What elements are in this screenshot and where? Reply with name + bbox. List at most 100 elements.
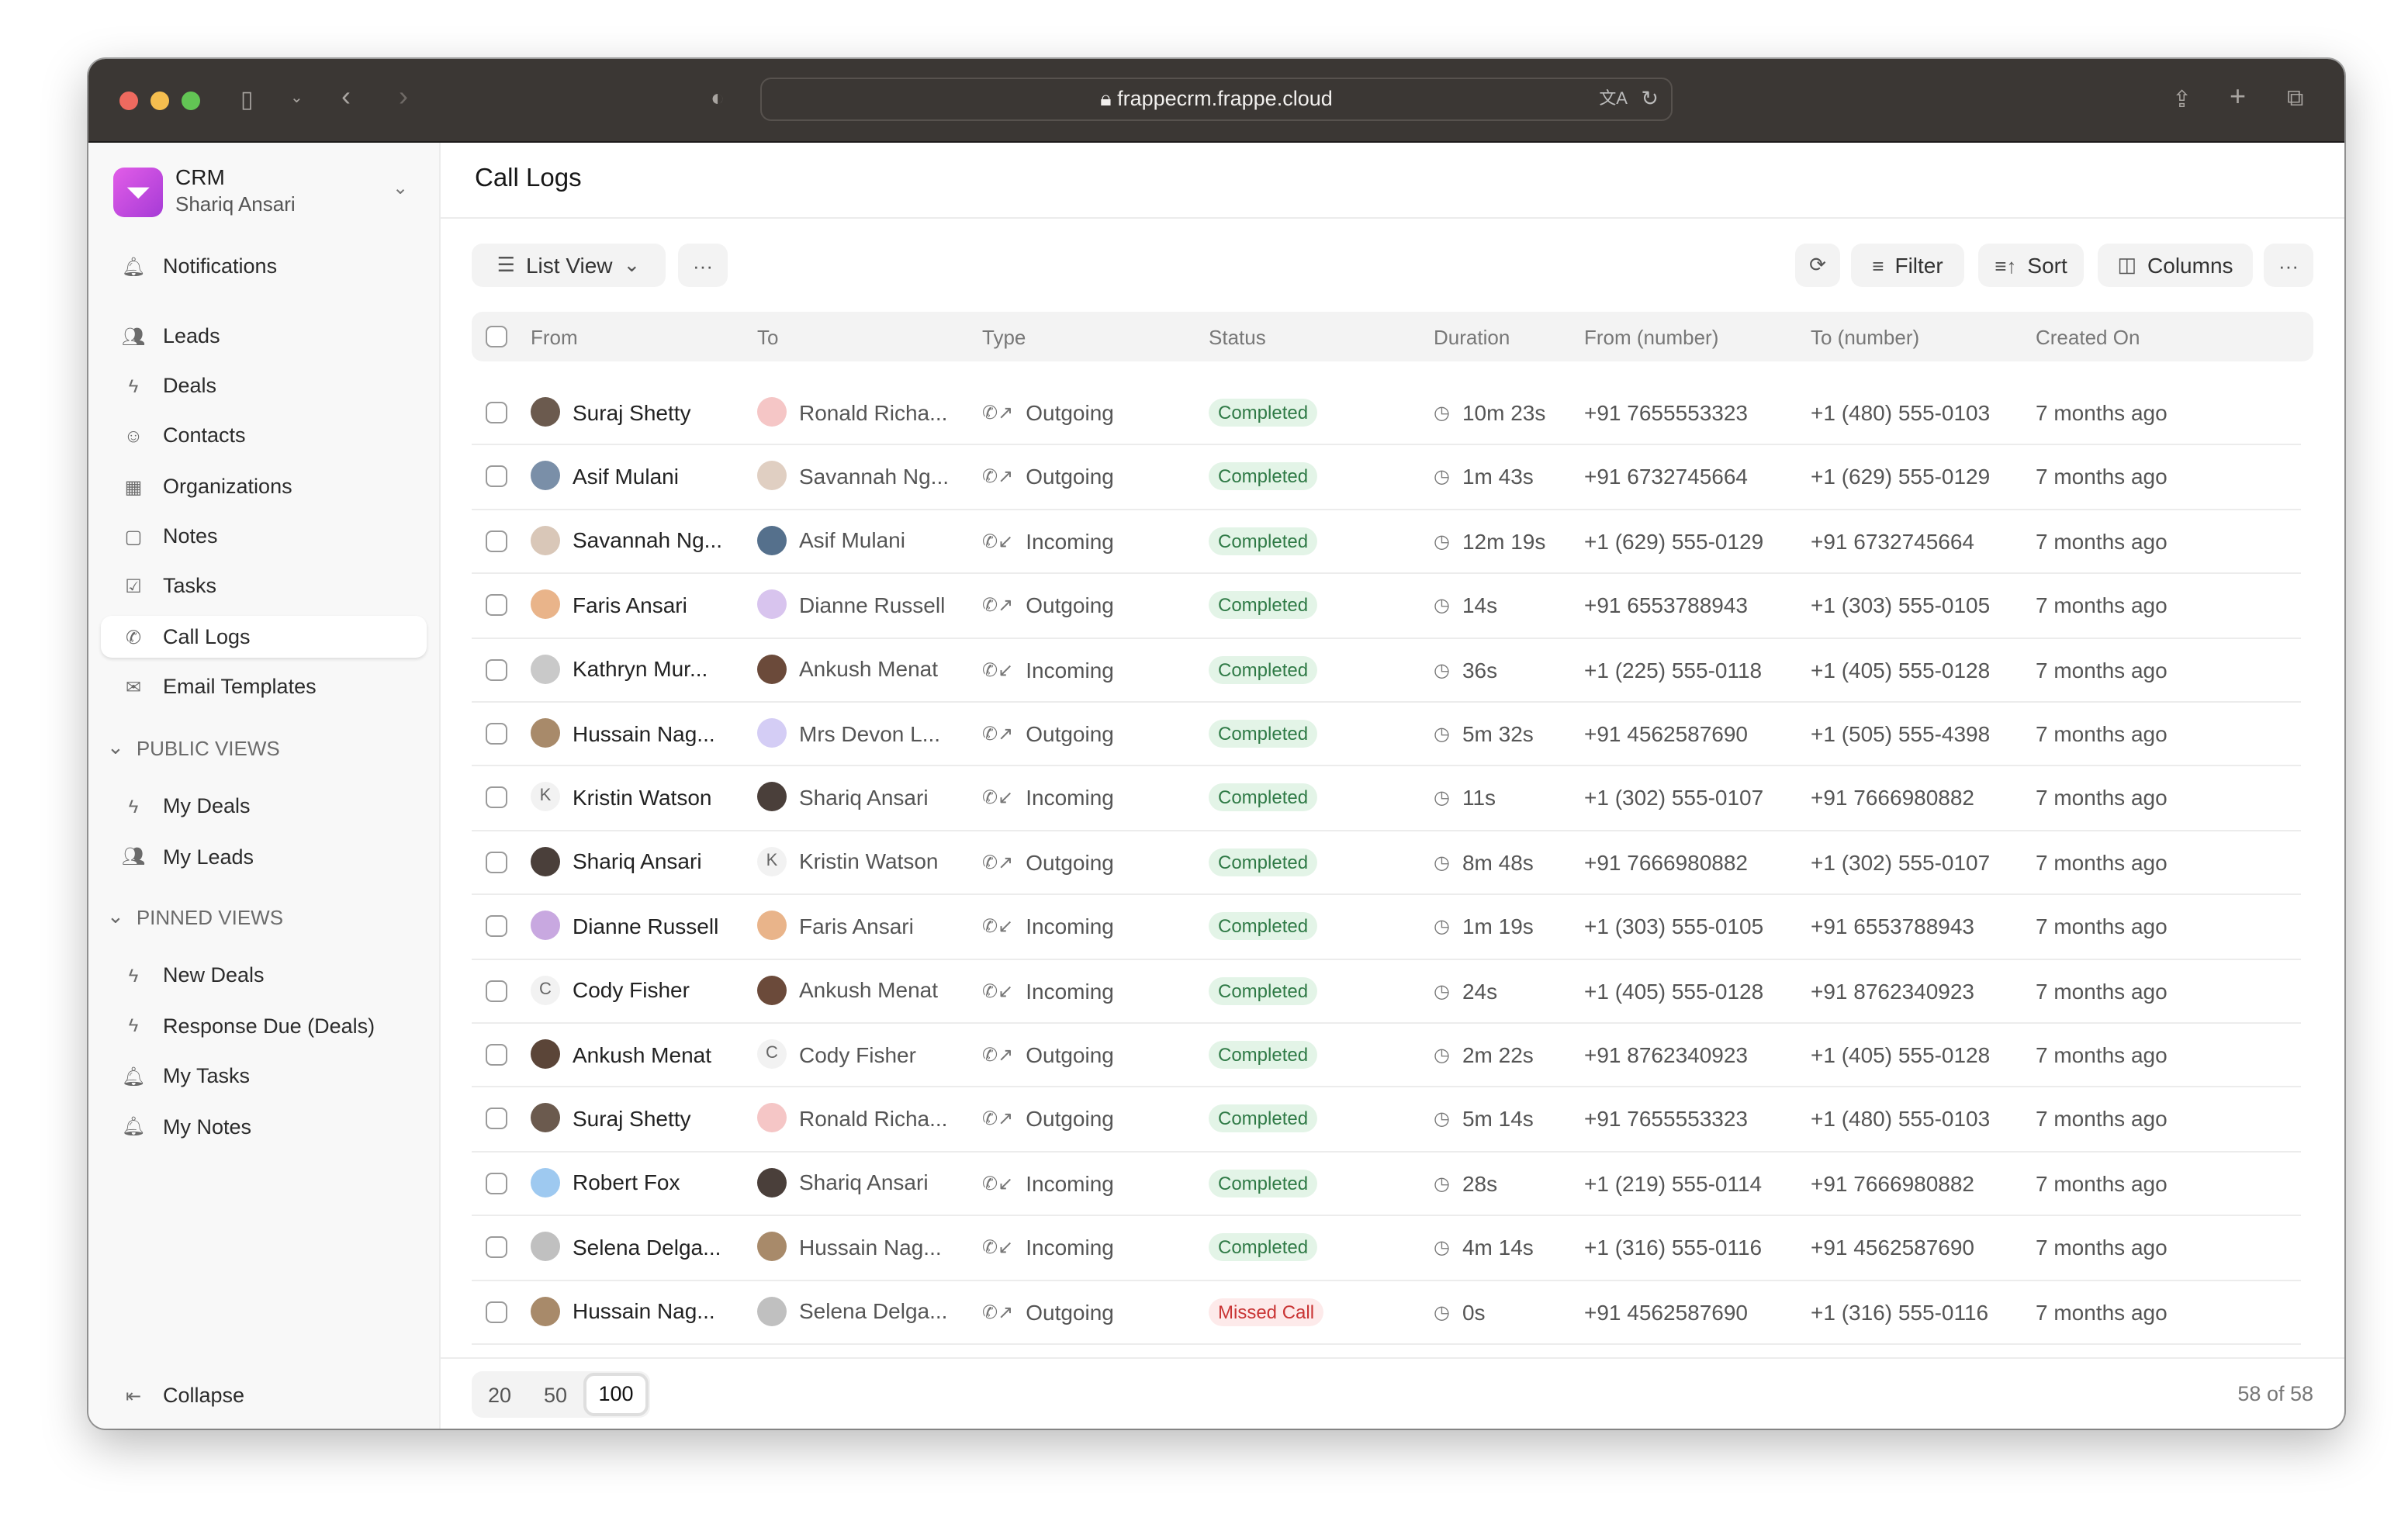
to-number: +1 (480) 555-0103 bbox=[1811, 400, 1991, 425]
pinned-views-header[interactable]: ⌄ PINNED VIEWS bbox=[107, 904, 283, 929]
row-checkbox[interactable] bbox=[486, 1172, 507, 1194]
table-row[interactable]: Hussain Nag... Selena Delga... ✆↗ Outgoin… bbox=[472, 1280, 2301, 1345]
view-selector-button[interactable]: ☰ List View ⌄ bbox=[472, 244, 666, 287]
close-window-button[interactable] bbox=[119, 92, 138, 110]
address-bar[interactable]: 🔒︎ frappecrm.frappe.cloud ↻ 文A bbox=[760, 78, 1673, 121]
to-number: +91 7666980882 bbox=[1811, 1170, 1974, 1196]
row-checkbox[interactable] bbox=[486, 594, 507, 617]
table-row[interactable]: Hussain Nag... Mrs Devon L... ✆↗ Outgoing… bbox=[472, 703, 2301, 767]
column-header[interactable]: To bbox=[757, 326, 779, 349]
from-number: +91 7666980882 bbox=[1584, 849, 1748, 875]
sidebar-item-new-deals[interactable]: ϟ New Deals bbox=[101, 954, 427, 996]
row-checkbox[interactable] bbox=[486, 402, 507, 423]
column-header[interactable]: From bbox=[531, 326, 578, 349]
select-all-checkbox[interactable] bbox=[486, 326, 507, 347]
row-checkbox[interactable] bbox=[486, 530, 507, 552]
column-header[interactable]: From (number) bbox=[1584, 326, 1719, 349]
sidebar-item-call-logs[interactable]: ✆ Call Logs bbox=[101, 616, 427, 658]
filter-button[interactable]: ≡ Filter bbox=[1851, 244, 1964, 287]
sidebar-item-notes[interactable]: ▢ Notes bbox=[101, 515, 427, 557]
row-checkbox[interactable] bbox=[486, 465, 507, 488]
sidebar-item-my-tasks[interactable]: 🔔︎ My Tasks bbox=[101, 1055, 427, 1097]
from-number: +1 (303) 555-0105 bbox=[1584, 914, 1764, 939]
sidebar-item-leads[interactable]: 👥︎ Leads bbox=[101, 315, 427, 357]
sidebar-item-organizations[interactable]: ▦ Organizations bbox=[101, 465, 427, 507]
row-checkbox[interactable] bbox=[486, 915, 507, 938]
maximize-window-button[interactable] bbox=[182, 92, 200, 110]
sidebar-item-deals[interactable]: ϟ Deals bbox=[101, 365, 427, 406]
row-checkbox[interactable] bbox=[486, 1236, 507, 1259]
page-size-option-50[interactable]: 50 bbox=[543, 1383, 568, 1406]
sidebar-item-my-deals[interactable]: ϟ My Deals bbox=[101, 785, 427, 827]
table-row[interactable]: Selena Delga... Hussain Nag... ✆↙ Incomin… bbox=[472, 1216, 2301, 1281]
table-row[interactable]: Kathryn Mur... Ankush Menat ✆↙ Incoming C… bbox=[472, 638, 2301, 703]
row-checkbox[interactable] bbox=[486, 1301, 507, 1323]
sort-button[interactable]: ≡↑ Sort bbox=[1978, 244, 2084, 287]
table-row[interactable]: Faris Ansari Dianne Russell ✆↗ Outgoing C… bbox=[472, 574, 2301, 639]
minimize-window-button[interactable] bbox=[150, 92, 169, 110]
zap-icon: ϟ bbox=[128, 964, 139, 986]
row-checkbox[interactable] bbox=[486, 980, 507, 1002]
type-cell: ✆↗ Outgoing bbox=[982, 1107, 1114, 1132]
row-checkbox[interactable] bbox=[486, 723, 507, 745]
table-row[interactable]: Suraj Shetty Ronald Richa... ✆↗ Outgoing … bbox=[472, 1088, 2301, 1153]
page-size-selector: 20 50 100 bbox=[472, 1371, 650, 1418]
sidebar-item-tasks[interactable]: ☑ Tasks bbox=[101, 565, 427, 607]
table-row[interactable]: Robert Fox Shariq Ansari ✆↙ Incoming Comp… bbox=[472, 1153, 2301, 1217]
chevron-down-icon[interactable]: ⌄ bbox=[290, 90, 303, 107]
status-badge: Missed Call bbox=[1209, 1298, 1324, 1326]
translate-icon[interactable]: 文A bbox=[1599, 90, 1628, 109]
to-name: Ronald Richa... bbox=[799, 399, 948, 424]
page-size-option-20[interactable]: 20 bbox=[487, 1383, 512, 1406]
table-row[interactable]: C Cody Fisher Ankush Menat ✆↙ Incoming Com… bbox=[472, 959, 2301, 1024]
refresh-button[interactable]: ⟳ bbox=[1795, 244, 1840, 287]
table-row[interactable]: Savannah Ng... Asif Mulani ✆↙ Incoming Co… bbox=[472, 510, 2301, 575]
new-tab-icon[interactable]: + bbox=[2230, 81, 2247, 112]
sidebar-item-notifications[interactable]: 🔔︎ Notifications bbox=[101, 245, 427, 287]
type-text: Outgoing bbox=[1026, 1299, 1114, 1325]
reload-icon[interactable]: ↻ bbox=[1641, 87, 1659, 110]
columns-button[interactable]: ◫ Columns bbox=[2098, 244, 2253, 287]
column-header[interactable]: Status bbox=[1209, 326, 1266, 349]
status-cell: Completed bbox=[1209, 527, 1318, 555]
table-row[interactable]: Suraj Shetty Ronald Richa... ✆↗ Outgoing … bbox=[472, 382, 2301, 446]
sidebar-item-my-notes[interactable]: 🔔︎ My Notes bbox=[101, 1105, 427, 1147]
app-name[interactable]: CRM bbox=[175, 164, 225, 189]
forward-icon[interactable]: › bbox=[399, 81, 408, 112]
view-options-button[interactable]: ··· bbox=[678, 244, 728, 287]
from-number: +1 (225) 555-0118 bbox=[1584, 657, 1763, 683]
type-text: Incoming bbox=[1026, 528, 1114, 554]
user-name[interactable]: Shariq Ansari bbox=[175, 192, 296, 216]
row-checkbox[interactable] bbox=[486, 786, 507, 809]
share-icon[interactable]: ⇪ bbox=[2172, 87, 2192, 113]
column-header[interactable]: Duration bbox=[1434, 326, 1510, 349]
collapse-button[interactable]: ⇤ Collapse bbox=[101, 1374, 427, 1416]
page-size-option-100[interactable]: 100 bbox=[583, 1373, 649, 1416]
from-number: +91 7655553323 bbox=[1584, 1106, 1748, 1132]
sidebar-item-my-leads[interactable]: 👥︎ My Leads bbox=[101, 835, 427, 877]
sidebar-item-email-templates[interactable]: ✉ Email Templates bbox=[101, 665, 427, 707]
row-checkbox[interactable] bbox=[486, 851, 507, 873]
table-row[interactable]: Shariq Ansari K Kristin Watson ✆↗ Outgoing… bbox=[472, 831, 2301, 896]
table-row[interactable]: Ankush Menat C Cody Fisher ✆↗ Outgoing Com… bbox=[472, 1024, 2301, 1088]
row-checkbox[interactable] bbox=[486, 1044, 507, 1066]
table-row[interactable]: Dianne Russell Faris Ansari ✆↙ Incoming C… bbox=[472, 895, 2301, 960]
table-row[interactable]: K Kristin Watson Shariq Ansari ✆↙ Incoming… bbox=[472, 767, 2301, 831]
column-header[interactable]: Created On bbox=[2036, 326, 2140, 349]
more-options-button[interactable]: ··· bbox=[2264, 244, 2313, 287]
row-checkbox[interactable] bbox=[486, 1108, 507, 1130]
back-icon[interactable]: ‹ bbox=[341, 81, 351, 112]
sidebar-item-contacts[interactable]: ☺ Contacts bbox=[101, 414, 427, 456]
table-row[interactable]: Asif Mulani Savannah Ng... ✆↗ Outgoing Co… bbox=[472, 446, 2301, 510]
status-cell: Completed bbox=[1209, 912, 1318, 941]
sidebar-item-response-due-deals[interactable]: ϟ Response Due (Deals) bbox=[101, 1004, 427, 1046]
tabs-overview-icon[interactable]: ⧉ bbox=[2287, 85, 2304, 112]
sidebar-toggle-icon[interactable]: ▯ bbox=[240, 87, 254, 113]
chevron-down-icon[interactable]: ⌄ bbox=[393, 177, 409, 199]
column-header[interactable]: Type bbox=[982, 326, 1026, 349]
public-views-header[interactable]: ⌄ PUBLIC VIEWS bbox=[107, 735, 280, 760]
columns-icon: ◫ bbox=[2117, 253, 2137, 276]
row-checkbox[interactable] bbox=[486, 658, 507, 681]
shield-icon[interactable]: ◐ bbox=[711, 85, 725, 112]
column-header[interactable]: To (number) bbox=[1811, 326, 1920, 349]
